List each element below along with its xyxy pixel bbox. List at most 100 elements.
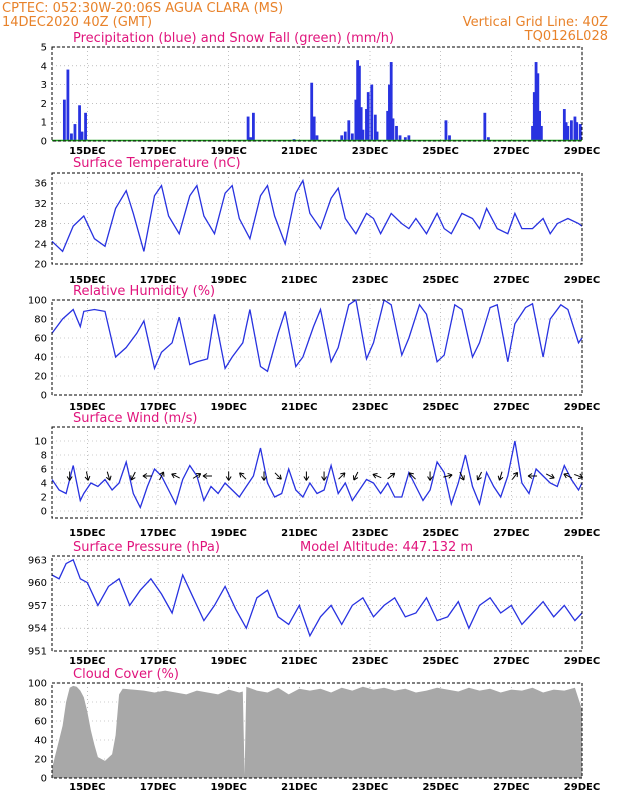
wind-arrow: [84, 471, 91, 481]
precip-ytick: 4: [41, 61, 47, 72]
wind-arrow: [171, 473, 180, 479]
rh-line: [51, 298, 583, 373]
cloud-ytick: 0: [41, 774, 47, 785]
precip-bar: [356, 60, 360, 141]
rh-xtick: 15DEC: [69, 402, 105, 413]
rh-ytick: 20: [34, 372, 47, 383]
precip-ytick: 1: [41, 118, 47, 129]
precip-bar: [570, 120, 573, 141]
wind-arrow: [387, 472, 396, 480]
precip-bar: [361, 129, 365, 141]
precip-xtick: 15DEC: [69, 146, 105, 157]
wind-xtick: 25DEC: [422, 528, 458, 539]
wind-arrow: [511, 471, 519, 480]
precip-bar: [62, 99, 66, 141]
rh-ytick: 80: [34, 315, 47, 326]
cloud-ytick: 100: [28, 679, 47, 690]
precip-bar: [375, 131, 379, 141]
precip-bar: [315, 135, 319, 141]
temp-ytick: 36: [34, 179, 47, 190]
wind-ytick: 6: [41, 465, 47, 476]
precip-xtick: 29DEC: [564, 146, 600, 157]
pressure-xtick: 25DEC: [422, 656, 458, 667]
wind-arrow: [192, 473, 202, 479]
wind-arrow: [261, 471, 267, 481]
precip-bar: [534, 62, 538, 141]
precip-bar: [578, 124, 582, 141]
cloud-xtick: 29DEC: [564, 782, 600, 793]
wind-title: Surface Wind (m/s): [73, 411, 197, 426]
rh-title: Relative Humidity (%): [73, 284, 215, 299]
pressure-xtick: 21DEC: [281, 656, 317, 667]
cloud-xtick: 17DEC: [140, 782, 176, 793]
pressure-ytick: 963: [28, 555, 47, 566]
temp-xtick: 23DEC: [352, 275, 388, 286]
temp-xtick: 21DEC: [281, 275, 317, 286]
pressure-line: [51, 558, 583, 638]
precip-bar: [388, 84, 391, 141]
temp-frame: [51, 172, 583, 265]
cloud-xtick: 25DEC: [422, 782, 458, 793]
temp-ytick: 24: [34, 239, 47, 250]
precip-bar: [395, 125, 398, 141]
wind-arrow: [459, 471, 465, 481]
precip-bar: [398, 135, 402, 141]
precip-xtick: 17DEC: [140, 146, 176, 157]
wind-arrow: [352, 471, 359, 481]
precip-xtick: 25DEC: [422, 146, 458, 157]
cloud-cover-area: [52, 685, 582, 778]
precip-bar: [562, 109, 566, 141]
pressure-ytick: 951: [28, 647, 47, 658]
temp-line: [51, 178, 583, 253]
precip-title: Precipitation (blue) and Snow Fall (gree…: [73, 31, 394, 46]
pressure-subtitle: Model Altitude: 447.132 m: [300, 540, 473, 555]
temp-ytick: 28: [34, 219, 47, 230]
pressure-ytick: 954: [28, 624, 47, 635]
precip-bar: [358, 65, 361, 141]
wind-xtick: 23DEC: [352, 528, 388, 539]
wind-ytick: 0: [41, 507, 47, 518]
precip-bar: [310, 82, 314, 141]
precip-bar: [249, 137, 252, 141]
wind-xtick: 15DEC: [69, 528, 105, 539]
pressure-xtick: 29DEC: [564, 656, 600, 667]
wind-xtick: 19DEC: [210, 528, 246, 539]
precip-bar: [343, 131, 347, 141]
precip-bar: [350, 133, 354, 141]
precip-bar: [566, 125, 570, 141]
rh-panel: Relative Humidity (%) 15DEC 17DEC 19DEC 21DE…: [28, 284, 600, 413]
precip-bar: [391, 118, 395, 141]
rh-ytick: 60: [34, 334, 47, 345]
pressure-xtick: 19DEC: [210, 656, 246, 667]
wind-arrow: [303, 471, 310, 481]
cloud-ytick: 80: [34, 698, 47, 709]
temp-panel: Surface Temperature (nC) 15DEC 17DEC 19DEC 2…: [34, 156, 600, 286]
rh-ytick: 40: [34, 353, 47, 364]
pressure-panel: Surface Pressure (hPa) Model Altitude: 44…: [28, 540, 600, 667]
wind-ytick: 8: [41, 451, 47, 462]
header-line1: CPTEC: 052:30W-20:06S AGUA CLARA (MS): [2, 1, 283, 16]
temp-xtick: 19DEC: [210, 275, 246, 286]
precip-bar: [252, 112, 255, 141]
temp-xtick: 15DEC: [69, 275, 105, 286]
rh-xtick: 19DEC: [210, 402, 246, 413]
header-model-id: TQ0126L028: [524, 29, 608, 44]
cloud-frame: [51, 682, 583, 779]
rh-ytick: 100: [28, 296, 47, 307]
pressure-title: Surface Pressure (hPa): [73, 540, 220, 555]
precip-panel: Precipitation (blue) and Snow Fall (gree…: [41, 31, 601, 157]
precip-bar: [444, 120, 448, 141]
rh-xtick: 17DEC: [140, 402, 176, 413]
wind-arrow: [563, 473, 573, 479]
pressure-ytick: 960: [28, 578, 47, 589]
precip-bar: [538, 110, 541, 141]
precip-ytick: 3: [41, 80, 47, 91]
precip-ytick: 5: [41, 43, 47, 54]
wind-arrow: [225, 471, 232, 481]
wind-ytick: 2: [41, 493, 47, 504]
temp-xtick: 25DEC: [422, 275, 458, 286]
precip-frame: [51, 46, 583, 142]
wind-xtick: 17DEC: [140, 528, 176, 539]
pressure-xtick: 27DEC: [493, 656, 529, 667]
wind-arrow: [66, 471, 73, 481]
